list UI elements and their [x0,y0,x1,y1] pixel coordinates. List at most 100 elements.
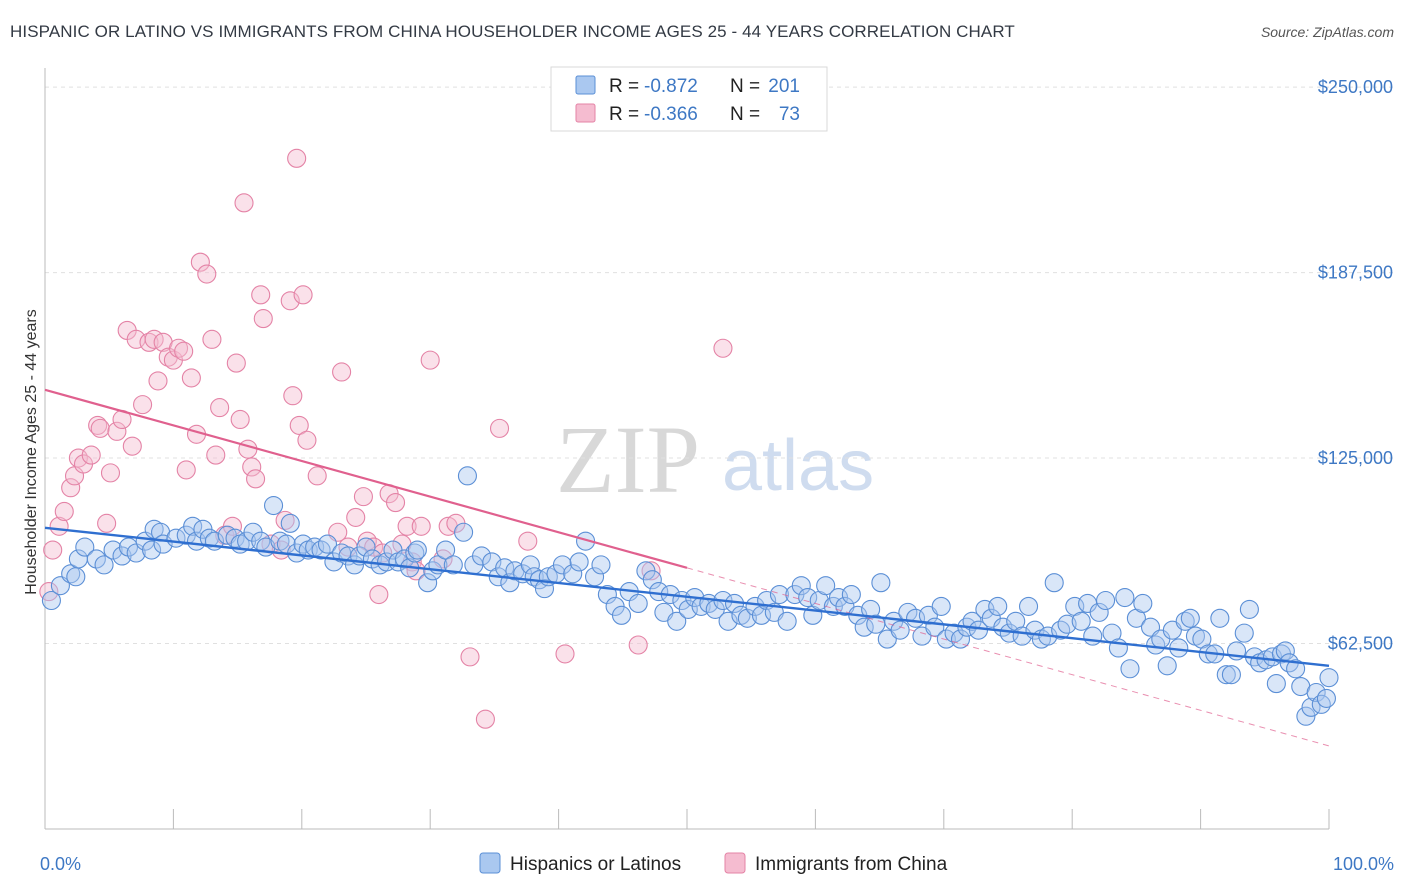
china-point-43 [251,285,271,305]
china-point-30 [190,252,210,272]
hispanic-point-163 [1115,587,1135,608]
hispanic-point-46 [356,537,376,557]
hispanic-point-89 [642,570,662,590]
china-point-26 [174,341,194,361]
watermark: ZIP atlas [556,406,874,513]
china-point-40 [238,439,258,459]
hispanic-point-113 [798,587,818,608]
hispanic-point-180 [1216,665,1236,685]
watermark-atlas: atlas [722,426,874,506]
hispanic-trend-line [44,526,1330,667]
china-point-19 [139,332,159,352]
hispanic-point-181 [1221,665,1241,685]
hispanic-point-34 [280,513,300,533]
chart-title: HISPANIC OR LATINO VS IMMIGRANTS FROM CH… [10,22,1015,41]
china-point-12 [100,463,121,483]
china-point-32 [202,329,222,349]
hispanic-point-71 [520,555,540,575]
hispanic-point-189 [1266,674,1286,694]
hispanic-point-87 [628,593,648,614]
china-point-50 [287,148,307,168]
hispanic-point-79 [569,552,589,572]
hispanic-point-125 [871,573,891,593]
hispanic-point-7 [94,555,114,575]
china-point-42 [246,469,266,489]
series-legend-label-china: Immigrants from China [755,854,948,875]
china-point-80 [628,635,648,655]
x-tick-labels: 0.0% 100.0% [40,854,1394,874]
hispanic-point-109 [769,585,789,605]
china-point-67 [397,516,417,536]
series-legend-swatch-hispanic [479,852,501,874]
hispanic-point-148 [1018,596,1039,616]
hispanic-point-3 [66,567,86,587]
hispanic-point-5 [75,537,95,557]
hispanic-point-193 [1286,659,1306,679]
x-tick-label-1: 100.0% [1333,854,1394,874]
hispanic-point-6 [86,549,106,569]
hispanic-point-64 [472,546,492,566]
legend-n-label-china: N = [730,104,760,125]
axes [44,68,1330,830]
watermark-zip: ZIP [556,406,700,513]
hispanic-point-59 [436,540,456,560]
hispanic-point-10 [118,537,139,557]
hispanic-point-31 [264,495,284,516]
china-point-47 [275,510,295,530]
china-point-37 [226,353,246,373]
china-point-82 [713,338,733,358]
grid-lines [45,86,1395,645]
hispanic-point-93 [667,611,687,631]
x-tick-label-0: 0.0% [40,854,81,874]
china-point-1 [43,540,63,560]
hispanic-point-83 [597,585,617,605]
hispanic-point-85 [611,605,632,625]
hispanic-point-110 [777,611,797,631]
hispanic-point-137 [950,629,971,649]
china-point-38 [230,409,250,430]
china-point-13 [107,421,127,441]
legend-n-value-china: 73 [779,104,800,125]
trend-lines [44,388,1330,747]
china-point-54 [307,466,327,486]
hispanic-point-160 [1096,590,1116,611]
series-legend-swatch-china [724,852,746,874]
hispanic-point-104 [737,608,757,628]
hispanic-point-152 [1044,573,1064,593]
hispanic-point-61 [454,522,474,542]
china-point-21 [148,371,168,391]
hispanic-point-158 [1083,626,1103,646]
hispanic-point-173 [1175,611,1195,631]
hispanic-point-174 [1180,608,1200,628]
hispanic-point-195 [1296,706,1316,726]
series-legend: Hispanics or Latinos Immigrants from Chi… [479,852,948,875]
legend-n-label-hispanic: N = [730,76,760,97]
china-point-76 [475,709,495,729]
hispanic-point-62 [457,466,477,486]
source-note: Source: ZipAtlas.com [1260,24,1394,40]
china-point-8 [81,445,101,465]
china-point-33 [206,445,226,465]
legend-r-label-hispanic: R = [609,76,639,97]
china-points [39,148,733,729]
hispanic-point-116 [816,576,836,596]
series-legend-label-hispanic: Hispanics or Latinos [510,854,681,875]
stats-legend: R = -0.872 N = 201 R = -0.366 N = 73 [550,66,828,132]
china-point-52 [293,285,313,305]
y-tick-label-1: $125,000 [1318,448,1393,468]
china-point-11 [97,513,117,533]
legend-swatch-china [575,103,596,123]
china-point-41 [242,457,262,477]
china-point-28 [181,368,201,388]
y-tick-label-2: $187,500 [1318,263,1393,283]
hispanic-point-112 [791,576,811,596]
hispanic-point-54 [405,543,425,563]
hispanic-point-183 [1234,623,1254,643]
hispanic-point-60 [443,555,463,575]
y-tick-label-3: $250,000 [1318,77,1393,97]
hispanic-point-197 [1306,682,1326,703]
hispanic-point-55 [407,540,427,560]
legend-n-value-hispanic: 201 [768,76,800,97]
china-point-44 [253,309,273,329]
stats-legend-box [550,66,828,132]
